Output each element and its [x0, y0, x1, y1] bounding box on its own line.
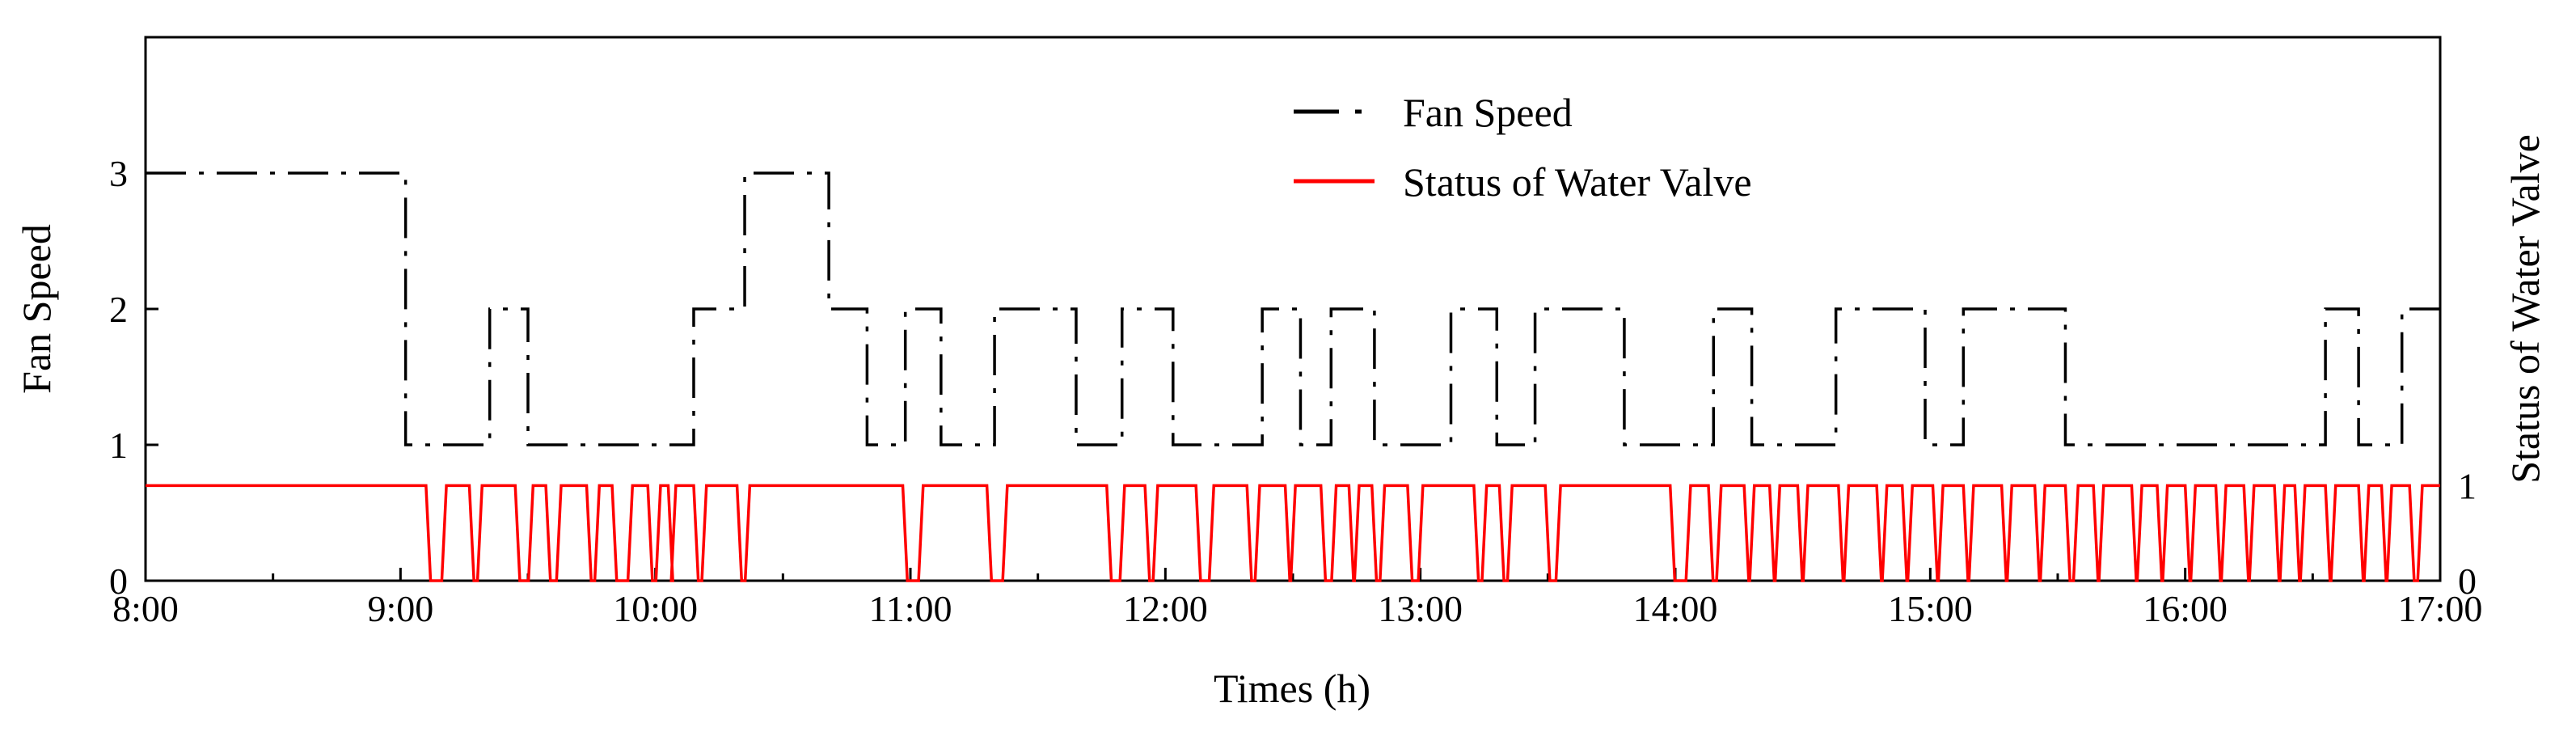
x-tick-label: 11:00: [868, 588, 952, 629]
x-axis: 8:00 9:00 10:00 11:00 12:00 13:00 14:00 15:00 16…: [112, 568, 2482, 629]
y-axis-left-title: Fan Speed: [14, 224, 59, 394]
x-tick-label: 8:00: [112, 588, 179, 629]
y-tick-label: 0: [109, 560, 128, 602]
x-tick-label: 10:00: [613, 588, 698, 629]
y-axis-right-title: Status of Water Valve: [2502, 134, 2548, 484]
series-line-fan-speed: [146, 171, 2440, 446]
x-tick-label: 17:00: [2398, 588, 2483, 629]
series-layer: [146, 171, 2440, 582]
y-axis-left: 0 1 2 3: [109, 153, 158, 602]
x-tick-label: 14:00: [1633, 588, 1718, 629]
y-right-tick-label: 0: [2458, 560, 2477, 602]
legend: Fan Speed Status of Water Valve: [1294, 90, 1752, 205]
series-line-water-valve: [146, 484, 2440, 582]
x-axis-title: Times (h): [1214, 666, 1370, 711]
x-tick-label: 13:00: [1378, 588, 1463, 629]
x-tick-label: 12:00: [1123, 588, 1208, 629]
x-tick-label: 16:00: [2143, 588, 2228, 629]
legend-label-water-valve: Status of Water Valve: [1403, 159, 1752, 205]
legend-label-fan-speed: Fan Speed: [1403, 90, 1573, 135]
y-right-tick-label: 1: [2458, 465, 2477, 506]
y-tick-label: 1: [109, 425, 128, 466]
x-tick-label: 9:00: [367, 588, 433, 629]
y-tick-label: 2: [109, 289, 128, 330]
x-tick-label: 15:00: [1888, 588, 1973, 629]
y-tick-label: 3: [109, 153, 128, 194]
